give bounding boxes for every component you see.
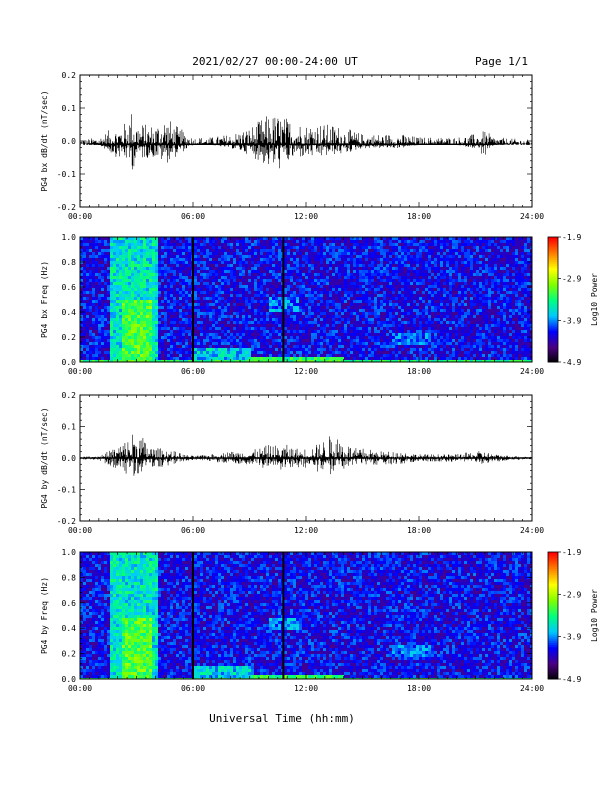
y-axis-label: PG4 by Freq (Hz) xyxy=(40,577,49,654)
x-axis-label: Universal Time (hh:mm) xyxy=(209,712,355,725)
x-tick-label: 06:00 xyxy=(181,526,205,535)
colorbar xyxy=(547,236,559,363)
y-tick-label: 1.0 xyxy=(62,233,77,242)
y-axis-label: PG4 bx Freq (Hz) xyxy=(40,261,49,338)
header-date-range: 2021/02/27 00:00-24:00 UT xyxy=(192,55,358,68)
x-tick-label: 12:00 xyxy=(294,684,318,693)
x-tick-label: 18:00 xyxy=(407,684,431,693)
y-tick-label: 0.1 xyxy=(62,423,77,432)
y-tick-label: 0.0 xyxy=(62,358,77,367)
x-tick-label: 06:00 xyxy=(181,367,205,376)
y-tick-label: 0.2 xyxy=(62,333,77,342)
colorbar-label: Log10 Power xyxy=(590,589,599,642)
y-axis-label: PG4 by dB/dt (nT/sec) xyxy=(40,407,49,508)
x-tick-label: 12:00 xyxy=(294,212,318,221)
x-tick-label: 18:00 xyxy=(407,367,431,376)
x-tick-label: 24:00 xyxy=(520,684,544,693)
x-tick-label: 18:00 xyxy=(407,526,431,535)
spectrogram-panel: 1.0 0.8 0.6 0.4 0.2 0.0 PG4 by Freq (Hz) -1.9 -2… xyxy=(40,548,599,693)
x-tick-label: 24:00 xyxy=(520,367,544,376)
y-axis-label: PG4 bx dB/dt (nT/sec) xyxy=(40,90,49,191)
x-tick-label: 12:00 xyxy=(294,367,318,376)
dbdt-panel: 0.2 0.1 0.0 -0.1 -0.2 PG4 bx dB/dt (nT/sec) 00… xyxy=(40,71,544,221)
x-tick-label: 00:00 xyxy=(68,212,92,221)
y-tick-label: 0.6 xyxy=(62,283,77,292)
y-tick-label: 0.0 xyxy=(62,137,77,146)
y-tick-label: 0.0 xyxy=(62,454,77,463)
y-tick-label: 0.1 xyxy=(62,104,77,113)
spectrogram-cells xyxy=(80,237,532,362)
colorbar-label: Log10 Power xyxy=(590,273,599,326)
dbdt-panel: 0.2 0.1 0.0 -0.1 -0.2 PG4 by dB/dt (nT/sec) 00… xyxy=(40,391,544,535)
colorbar-tick-label: -1.9 xyxy=(562,233,581,242)
colorbar-tick-label: -3.9 xyxy=(562,316,581,325)
y-tick-label: -0.1 xyxy=(57,486,76,495)
y-tick-label: 0.4 xyxy=(62,308,77,317)
y-tick-label: 0.0 xyxy=(62,675,77,684)
spectrogram-cells xyxy=(80,552,532,679)
colorbar xyxy=(547,551,559,680)
x-tick-label: 24:00 xyxy=(520,526,544,535)
colorbar-tick-label: -2.9 xyxy=(562,275,581,284)
colorbar-tick-label: -3.9 xyxy=(562,633,581,642)
dbdt-trace xyxy=(80,114,532,170)
y-tick-label: 0.8 xyxy=(62,573,77,582)
y-tick-label: 0.2 xyxy=(62,650,77,659)
y-tick-label: -0.2 xyxy=(57,517,76,526)
y-tick-label: 0.6 xyxy=(62,599,77,608)
y-tick-label: 1.0 xyxy=(62,548,77,557)
y-tick-label: -0.2 xyxy=(57,203,76,212)
colorbar-tick-label: -4.9 xyxy=(562,675,581,684)
dbdt-trace xyxy=(80,434,532,476)
y-tick-label: 0.8 xyxy=(62,258,77,267)
y-tick-label: -0.1 xyxy=(57,170,76,179)
x-tick-label: 18:00 xyxy=(407,212,431,221)
x-tick-label: 24:00 xyxy=(520,212,544,221)
x-tick-label: 12:00 xyxy=(294,526,318,535)
colorbar-tick-label: -4.9 xyxy=(562,358,581,367)
x-tick-label: 06:00 xyxy=(181,212,205,221)
colorbar-tick-label: -2.9 xyxy=(562,590,581,599)
header-page-number: Page 1/1 xyxy=(475,55,528,68)
y-tick-label: 0.4 xyxy=(62,624,77,633)
y-tick-label: 0.2 xyxy=(62,71,77,80)
y-tick-label: 0.2 xyxy=(62,391,77,400)
x-tick-label: 00:00 xyxy=(68,526,92,535)
x-tick-label: 00:00 xyxy=(68,367,92,376)
colorbar-tick-label: -1.9 xyxy=(562,548,581,557)
x-tick-label: 00:00 xyxy=(68,684,92,693)
spectrogram-panel: 1.0 0.8 0.6 0.4 0.2 0.0 PG4 bx Freq (Hz) -1.9 -2… xyxy=(40,233,599,376)
x-tick-label: 06:00 xyxy=(181,684,205,693)
